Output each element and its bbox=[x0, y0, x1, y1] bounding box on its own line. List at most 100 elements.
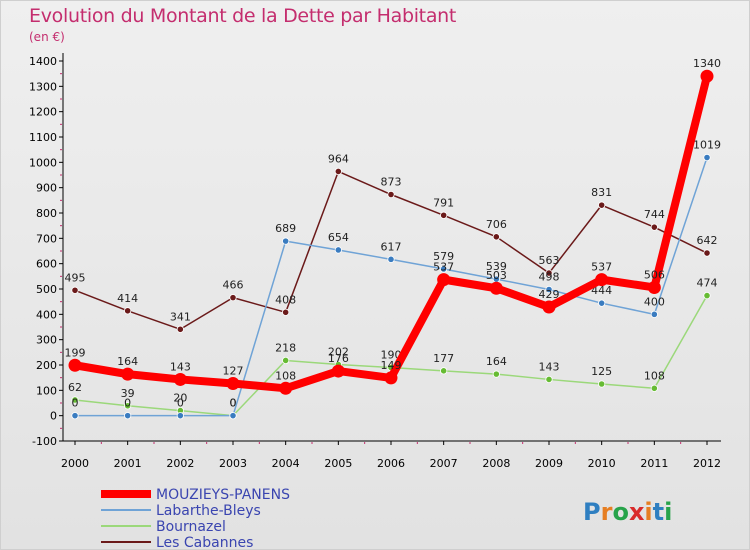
data-point-labarthe-bleys bbox=[598, 299, 606, 307]
data-point-bournazel bbox=[492, 370, 500, 378]
data-point-bournazel bbox=[440, 367, 448, 375]
data-point-labarthe-bleys bbox=[282, 237, 290, 245]
data-label-mouzieys-panens: 127 bbox=[223, 364, 244, 377]
data-label-les-cabannes: 744 bbox=[644, 208, 665, 221]
data-label-labarthe-bleys: 689 bbox=[275, 222, 296, 235]
y-tick-label: 0 bbox=[50, 410, 57, 423]
x-tick-label: 2001 bbox=[114, 457, 142, 470]
data-point-mouzieys-panens bbox=[331, 364, 345, 378]
data-point-les-cabannes bbox=[334, 167, 342, 176]
data-label-bournazel: 474 bbox=[697, 277, 718, 290]
y-tick-label: 1200 bbox=[29, 106, 57, 119]
data-label-bournazel: 177 bbox=[433, 352, 454, 365]
data-point-mouzieys-panens bbox=[226, 376, 240, 390]
chart-subtitle: (en €) bbox=[29, 30, 65, 44]
logo-letter: o bbox=[612, 498, 629, 526]
data-point-les-cabannes bbox=[703, 249, 711, 257]
data-point-bournazel bbox=[282, 356, 290, 365]
data-label-labarthe-bleys: 617 bbox=[381, 240, 402, 253]
x-tick-label: 2010 bbox=[588, 457, 616, 470]
y-tick-label: 800 bbox=[36, 207, 57, 220]
data-label-bournazel: 190 bbox=[381, 349, 402, 362]
y-tick-label: 600 bbox=[36, 258, 57, 271]
data-label-mouzieys-panens: 429 bbox=[539, 288, 560, 301]
data-label-les-cabannes: 341 bbox=[170, 310, 191, 323]
data-point-bournazel bbox=[124, 402, 132, 410]
data-label-les-cabannes: 964 bbox=[328, 152, 349, 165]
data-point-mouzieys-panens bbox=[437, 273, 451, 287]
logo-letter: t bbox=[653, 498, 664, 526]
data-label-labarthe-bleys: 0 bbox=[124, 397, 131, 410]
data-point-les-cabannes bbox=[176, 325, 184, 333]
logo-letter: P bbox=[583, 498, 601, 526]
data-label-labarthe-bleys: 1019 bbox=[693, 139, 721, 152]
y-tick-label: 500 bbox=[36, 283, 57, 296]
data-label-les-cabannes: 563 bbox=[539, 254, 560, 267]
y-tick-label: 100 bbox=[36, 384, 57, 397]
legend-label-les-cabannes: Les Cabannes bbox=[156, 535, 253, 549]
x-tick-label: 2004 bbox=[272, 457, 300, 470]
data-label-les-cabannes: 495 bbox=[65, 271, 86, 284]
data-label-les-cabannes: 831 bbox=[591, 186, 612, 199]
data-point-les-cabannes bbox=[440, 211, 448, 219]
y-tick-label: -100 bbox=[32, 435, 57, 448]
data-point-bournazel bbox=[598, 380, 606, 388]
data-point-mouzieys-panens bbox=[595, 273, 609, 287]
data-point-mouzieys-panens bbox=[542, 300, 556, 314]
data-label-mouzieys-panens: 506 bbox=[644, 268, 665, 281]
data-point-les-cabannes bbox=[650, 223, 658, 231]
y-tick-label: 1100 bbox=[29, 131, 57, 144]
x-tick-label: 2011 bbox=[640, 457, 668, 470]
data-point-labarthe-bleys bbox=[334, 246, 342, 254]
data-label-bournazel: 39 bbox=[121, 387, 135, 400]
proxiti-logo: Proxiti bbox=[583, 498, 672, 526]
data-label-labarthe-bleys: 539 bbox=[486, 260, 507, 273]
x-tick-label: 2008 bbox=[482, 457, 510, 470]
data-point-les-cabannes bbox=[124, 307, 132, 315]
data-point-les-cabannes bbox=[492, 233, 500, 241]
data-label-mouzieys-panens: 143 bbox=[170, 360, 191, 373]
x-tick-label: 2005 bbox=[324, 457, 352, 470]
data-label-mouzieys-panens: 199 bbox=[65, 346, 86, 359]
data-point-labarthe-bleys bbox=[703, 153, 711, 162]
data-label-bournazel: 108 bbox=[644, 369, 665, 382]
data-point-mouzieys-panens bbox=[121, 367, 135, 381]
data-point-les-cabannes bbox=[282, 308, 290, 316]
y-tick-label: 900 bbox=[36, 182, 57, 195]
data-point-mouzieys-panens bbox=[173, 372, 187, 386]
data-label-labarthe-bleys: 579 bbox=[433, 250, 454, 263]
data-point-mouzieys-panens bbox=[384, 371, 398, 385]
data-label-mouzieys-panens: 537 bbox=[591, 261, 612, 274]
logo-letter: i bbox=[644, 498, 652, 526]
legend-label-bournazel: Bournazel bbox=[156, 519, 226, 535]
data-label-labarthe-bleys: 444 bbox=[591, 284, 612, 297]
data-label-labarthe-bleys: 0 bbox=[177, 397, 184, 410]
y-tick-label: 700 bbox=[36, 232, 57, 245]
data-label-labarthe-bleys: 0 bbox=[230, 397, 237, 410]
x-tick-label: 2009 bbox=[535, 457, 563, 470]
x-tick-label: 2006 bbox=[377, 457, 405, 470]
data-point-labarthe-bleys bbox=[387, 255, 395, 263]
data-label-les-cabannes: 408 bbox=[275, 293, 296, 306]
series-line-mouzieys-panens bbox=[71, 72, 711, 393]
data-point-labarthe-bleys bbox=[545, 285, 553, 294]
y-tick-label: 1000 bbox=[29, 156, 57, 169]
data-label-bournazel: 143 bbox=[539, 360, 560, 373]
data-point-mouzieys-panens bbox=[489, 281, 503, 295]
y-tick-label: 1300 bbox=[29, 80, 57, 93]
data-label-mouzieys-panens: 176 bbox=[328, 352, 349, 365]
data-label-bournazel: 218 bbox=[275, 341, 296, 354]
data-point-mouzieys-panens bbox=[647, 280, 661, 294]
data-point-mouzieys-panens bbox=[700, 69, 714, 83]
data-point-bournazel bbox=[545, 375, 553, 384]
data-label-mouzieys-panens: 1340 bbox=[693, 57, 721, 70]
data-point-labarthe-bleys bbox=[229, 412, 237, 420]
data-label-les-cabannes: 466 bbox=[223, 279, 244, 292]
data-label-labarthe-bleys: 498 bbox=[539, 271, 560, 284]
data-label-les-cabannes: 706 bbox=[486, 218, 507, 231]
data-label-les-cabannes: 791 bbox=[433, 196, 454, 209]
x-tick-label: 2003 bbox=[219, 457, 247, 470]
data-point-les-cabannes bbox=[598, 201, 606, 209]
